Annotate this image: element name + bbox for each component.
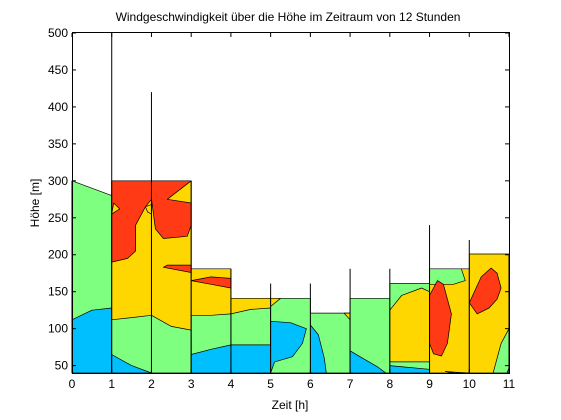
x-tick-label: 8 (386, 377, 393, 391)
y-axis-ticks: 50 100 150 200 250 300 350 400 450 500 (48, 26, 509, 373)
y-tick-label: 100 (48, 322, 68, 336)
x-tick-label: 3 (188, 377, 195, 391)
chart-title: Windgeschwindigkeit über die Höhe im Zei… (116, 10, 461, 24)
contour-region-red (429, 280, 452, 357)
x-tick-label: 7 (347, 377, 354, 391)
contour-regions (71, 180, 510, 374)
x-tick-label: 9 (426, 377, 433, 391)
x-tick-label: 0 (69, 377, 76, 391)
x-axis-ticks: 0 1 2 3 4 5 6 7 8 9 10 11 (69, 33, 516, 391)
y-tick-label: 500 (48, 26, 68, 40)
x-tick-label: 6 (307, 377, 314, 391)
y-tick-label: 250 (48, 211, 68, 225)
y-tick-label: 200 (48, 248, 68, 262)
x-tick-label: 11 (503, 377, 516, 391)
contour-region-green (429, 268, 466, 285)
y-tick-label: 450 (48, 63, 68, 77)
x-tick-label: 10 (463, 377, 477, 391)
y-axis-label: Höhe [m] (28, 179, 42, 228)
y-tick-label: 300 (48, 174, 68, 188)
x-tick-label: 4 (228, 377, 235, 391)
contour-region-blue (230, 344, 271, 374)
y-tick-label: 150 (48, 285, 68, 299)
x-tick-label: 2 (148, 377, 155, 391)
contour-region-blue (270, 320, 307, 374)
contour-region-blue (71, 307, 113, 374)
plot-border (72, 32, 510, 374)
x-tick-label: 1 (108, 377, 115, 391)
x-tick-label: 5 (267, 377, 274, 391)
y-tick-label: 350 (48, 137, 68, 151)
x-axis-label: Zeit [h] (272, 398, 309, 412)
contour-region-red (468, 267, 502, 315)
y-tick-label: 50 (55, 359, 69, 373)
contour-region-yellow (111, 202, 121, 215)
y-tick-label: 400 (48, 100, 68, 114)
